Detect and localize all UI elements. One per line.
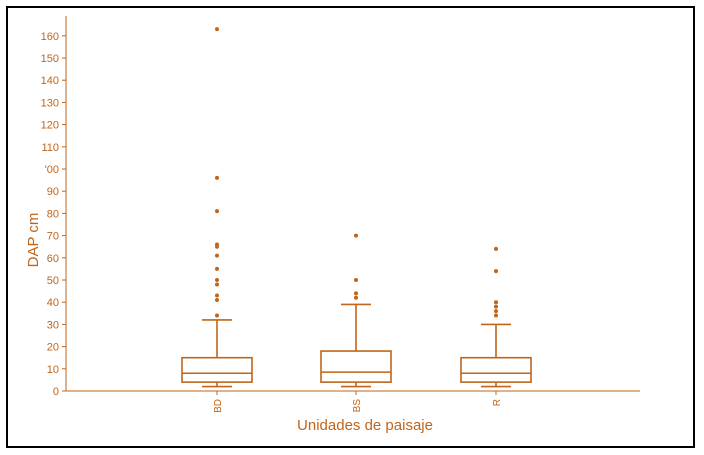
box-iqr [320,350,392,383]
outlier-point [215,278,219,282]
outlier-point [354,291,358,296]
outlier-point [354,295,358,300]
outlier-point [215,27,219,32]
x-tick-label: BD [213,399,224,413]
outlier-point [215,313,219,318]
y-tick-label: 80 [47,208,59,220]
y-tick-label: 50 [47,275,59,287]
outlier-point [494,304,498,309]
chart-frame: 0 10 20 30 40 50 60 70 80 90 '00 110 120 130 140 150 160… [6,6,695,448]
y-tick-label: 140 [41,75,59,87]
outlier-point [494,269,498,274]
y-tick-label: 120 [41,120,59,132]
y-tick-label: '00 [45,164,59,176]
y-tick-label: 160 [41,31,59,43]
y-axis: 0 10 20 30 40 50 60 70 80 90 '00 110 120 130 140 150 160 [41,16,67,398]
y-tick-label: 60 [47,253,59,265]
outlier-point [494,300,498,305]
box-iqr [460,356,532,383]
outlier-point [215,293,219,298]
box-group-r [460,246,532,388]
y-tick-label: 90 [47,186,59,198]
outlier-point [494,246,498,251]
box-iqr [181,356,253,383]
outlier-point [215,209,219,214]
y-tick-label: 20 [47,342,59,354]
outlier-point [215,266,219,271]
x-axis: BD BS R [66,390,640,413]
outlier-point [215,242,219,247]
y-tick-label: 130 [41,97,59,109]
boxes [181,27,532,388]
outlier-point [215,297,219,302]
y-axis-title: DAP cm [25,213,42,268]
y-tick-label: 0 [53,386,59,398]
outlier-point [494,313,498,318]
outlier-point [215,282,219,287]
y-tick-label: 40 [47,297,59,309]
box-group-bd [181,27,253,388]
outlier-point [354,233,358,238]
boxplot-chart: 0 10 20 30 40 50 60 70 80 90 '00 110 120 130 140 150 160… [25,16,640,434]
outlier-point [215,175,219,180]
outlier-point [354,278,358,282]
y-tick-label: 150 [41,53,59,65]
x-axis-title: Unidades de paisaje [297,417,433,434]
y-tick-label: 10 [47,364,59,376]
box-group-bs [320,233,392,388]
outlier-point [215,253,219,258]
y-tick-label: 30 [47,319,59,331]
y-tick-label: 110 [41,142,59,154]
outlier-point [494,309,498,314]
x-tick-label: R [492,399,503,406]
y-tick-label: 70 [47,231,59,243]
x-tick-label: BS [352,399,363,413]
